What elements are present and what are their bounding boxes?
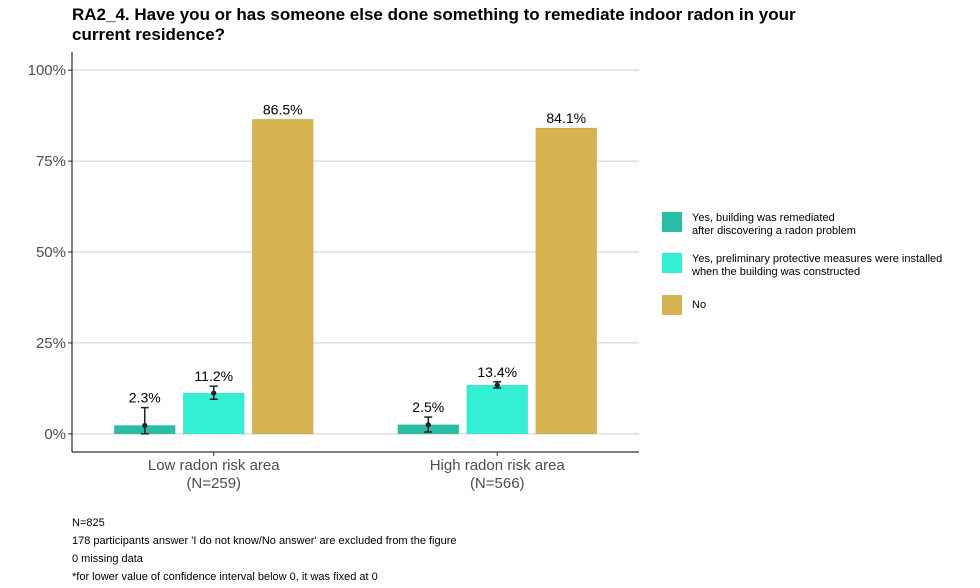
legend-swatch-no [662,295,682,315]
data-label: 86.5% [263,101,303,117]
footnote-excluded: 178 participants answer 'I do not know/N… [72,535,457,547]
legend-item-remediated: Yes, building was remediated after disco… [662,212,856,238]
footnote-ci-note: *for lower value of confidence interval … [72,571,378,583]
legend-label-remediated: Yes, building was remediated after disco… [692,212,856,237]
legend-item-no: No [662,295,706,315]
data-label: 2.5% [412,399,444,415]
point-estimate [425,422,431,428]
data-label: 84.1% [546,110,586,126]
legend-label-no: No [692,299,707,311]
data-label: 11.2% [194,368,233,384]
y-tick-label: 25% [36,335,66,352]
point-estimate [494,382,500,388]
data-label: 2.3% [129,390,161,406]
x-tick-label: (N=566) [470,475,525,492]
x-tick-label: (N=259) [186,475,241,492]
y-tick-label: 100% [28,62,66,79]
legend-item-preliminary: Yes, preliminary protective measures wer… [662,253,942,279]
y-tick-label: 75% [36,153,66,170]
x-tick-label: High radon risk area [430,457,566,474]
bar [535,127,598,435]
data-label: 13.4% [477,364,517,380]
footnote-missing: 0 missing data [72,553,143,565]
footnote-sample-size: N=825 [72,517,105,529]
point-estimate [211,390,217,396]
y-tick-label: 0% [44,426,66,443]
y-tick-label: 50% [36,244,66,261]
footnotes: N=825 178 participants answer 'I do not … [72,514,457,586]
legend-swatch-preliminary [662,253,682,273]
chart-title: RA2_4. Have you or has someone else done… [72,5,796,44]
legend-swatch-remediated [662,212,682,232]
bar [466,384,529,435]
legend-label-preliminary: Yes, preliminary protective measures wer… [692,253,943,278]
x-tick-label: Low radon risk area [148,457,280,474]
point-estimate [142,422,148,429]
bar [251,118,314,435]
